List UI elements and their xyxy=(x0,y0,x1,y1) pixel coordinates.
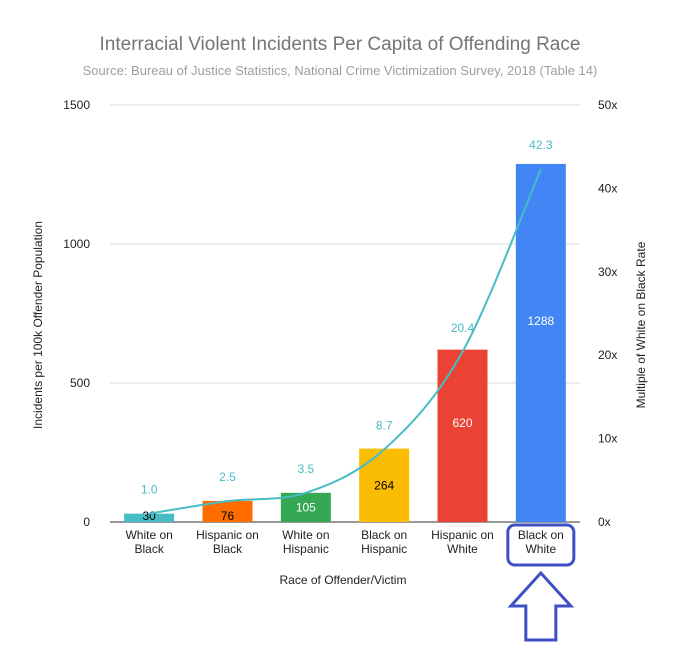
bar xyxy=(202,500,253,522)
y-tick-label: 500 xyxy=(70,376,90,390)
category-label-line: White xyxy=(525,542,556,556)
category-label-line: Black on xyxy=(361,528,407,542)
category-label-line: Hispanic xyxy=(361,542,407,556)
y2-tick-label: 20x xyxy=(598,348,617,362)
category-label-line: White xyxy=(447,542,478,556)
y-axis-label: Incidents per 100k Offender Population xyxy=(31,221,45,429)
y2-tick-label: 10x xyxy=(598,432,617,446)
category-label: Black on White xyxy=(518,528,564,556)
grid-lines xyxy=(110,104,580,523)
y-tick-label: 1500 xyxy=(63,98,90,112)
bar-value-label: 30 xyxy=(142,509,156,523)
category-label-line: Black on xyxy=(518,528,564,542)
category-label: White on Hispanic xyxy=(282,528,329,556)
y2-tick-label: 40x xyxy=(598,181,617,195)
category-label: Hispanic on White xyxy=(431,528,494,556)
category-label-line: Hispanic on xyxy=(431,528,494,542)
line-value-label: 3.5 xyxy=(297,462,314,476)
multiple-line xyxy=(149,168,542,515)
category-label-line: Black xyxy=(134,542,164,556)
highlight-box xyxy=(506,523,576,567)
category-label-line: White on xyxy=(125,528,172,542)
bar-series: 30 76 105 264 620 1288 xyxy=(124,163,566,523)
line-value-label: 42.3 xyxy=(529,138,553,152)
category-label-line: Hispanic xyxy=(283,542,329,556)
bar-value-label: 264 xyxy=(374,478,394,492)
bar-value-label: 620 xyxy=(452,416,472,430)
multiple-line-series: 1.0 2.5 3.5 8.7 20.4 42.3 xyxy=(141,138,553,515)
line-value-label: 2.5 xyxy=(219,470,236,484)
line-value-label: 1.0 xyxy=(141,483,158,497)
category-label: White on Black xyxy=(125,528,172,556)
right-axis-ticks: 0x 10x 20x 30x 40x 50x xyxy=(598,98,617,529)
category-label-line: Hispanic on xyxy=(196,528,259,542)
bar xyxy=(359,448,410,522)
bar-value-label: 76 xyxy=(221,509,235,523)
bar xyxy=(437,349,488,522)
category-label-line: White on xyxy=(282,528,329,542)
y-tick-label: 1000 xyxy=(63,237,90,251)
bar-value-label: 1288 xyxy=(527,314,554,328)
category-label: Hispanic on Black xyxy=(196,528,259,556)
bar xyxy=(515,163,566,522)
line-value-label: 8.7 xyxy=(376,418,393,432)
chart-subtitle: Source: Bureau of Justice Statistics, Na… xyxy=(83,63,598,78)
y2-axis-label: Multiple of White on Black Rate xyxy=(634,241,648,408)
y-tick-label: 0 xyxy=(83,515,90,529)
bar xyxy=(124,513,175,522)
category-label: Black on Hispanic xyxy=(361,528,407,556)
left-axis-ticks: 0 500 1000 1500 xyxy=(63,98,90,529)
y2-tick-label: 0x xyxy=(598,515,611,529)
x-axis-label: Race of Offender/Victim xyxy=(280,573,407,587)
category-label-line: Black xyxy=(213,542,243,556)
bar-value-label: 105 xyxy=(296,500,316,514)
y2-tick-label: 30x xyxy=(598,265,617,279)
highlight-annotation xyxy=(506,523,576,642)
line-value-label: 20.4 xyxy=(451,321,475,335)
up-arrow-icon xyxy=(507,570,575,642)
chart-title: Interracial Violent Incidents Per Capita… xyxy=(100,34,581,55)
y2-tick-label: 50x xyxy=(598,98,617,112)
